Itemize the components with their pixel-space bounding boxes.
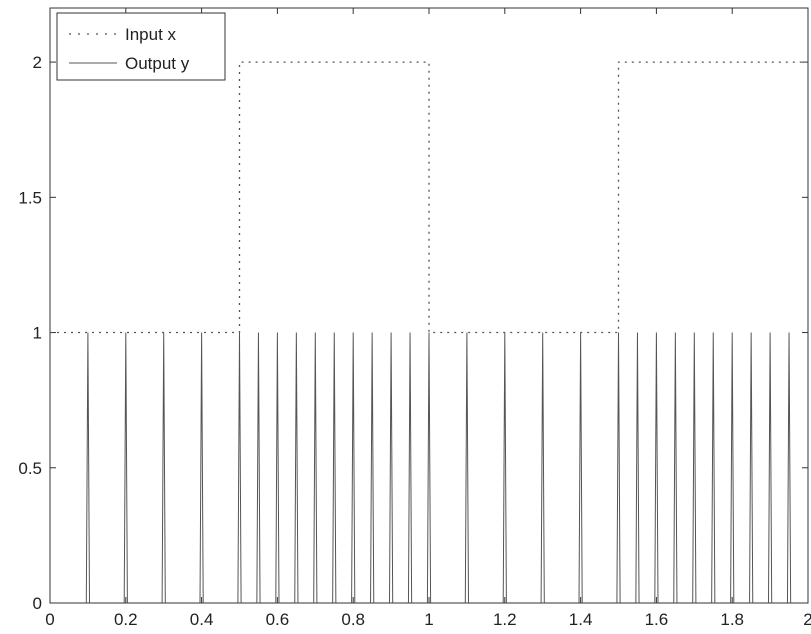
output-y-spike <box>616 332 621 604</box>
x-tick-label: 1.8 <box>720 610 744 629</box>
output-y-spike <box>237 332 242 604</box>
y-tick-label: 0 <box>33 594 42 613</box>
output-y-spike <box>502 332 507 604</box>
y-tick-label: 1.5 <box>18 188 42 207</box>
x-tick-label: 1.2 <box>493 610 517 629</box>
axis-tick-labels: 0 0.2 0.4 0.6 0.8 1 1.2 1.4 1.6 1.8 2 0 0.5 1 1.5 2 <box>18 53 811 629</box>
legend-label-input: Input x <box>125 25 177 44</box>
output-y-spike <box>332 332 337 604</box>
x-tick-label: 0.4 <box>190 610 214 629</box>
y-tick-label: 2 <box>33 53 42 72</box>
legend-label-output: Output y <box>125 54 190 73</box>
output-y-spike <box>786 332 792 604</box>
output-y-spike <box>540 332 545 604</box>
output-y-spike <box>578 332 583 604</box>
output-y-spike <box>161 332 166 604</box>
plot-border <box>49 7 809 604</box>
output-y-spike <box>426 332 432 604</box>
legend: Input x Output y <box>56 12 226 81</box>
output-y-spike <box>313 332 318 604</box>
output-y-spike <box>389 332 394 604</box>
x-tick-label: 1.4 <box>569 610 593 629</box>
axis-ticks <box>49 8 809 604</box>
plot-frame <box>49 7 809 604</box>
output-y-spike <box>711 332 716 604</box>
output-y-spike <box>673 332 678 604</box>
output-y-spike <box>407 332 413 604</box>
output-y-spike <box>275 332 280 604</box>
output-y-spike <box>294 332 299 604</box>
series-layer <box>50 61 808 604</box>
output-y-spike <box>370 332 375 604</box>
x-tick-label: 0.2 <box>114 610 138 629</box>
output-y-spike <box>730 332 735 604</box>
output-y-spike <box>464 332 469 604</box>
y-tick-label: 0.5 <box>18 459 42 478</box>
x-tick-label: 0 <box>45 610 54 629</box>
output-y-spike <box>692 332 697 604</box>
output-y-spike <box>199 332 204 604</box>
y-tick-label: 1 <box>33 324 42 343</box>
input-x-line <box>50 61 808 334</box>
x-tick-label: 1 <box>424 610 433 629</box>
output-y-spike <box>635 332 640 604</box>
legend-box <box>56 12 226 81</box>
x-tick-label: 2 <box>803 610 811 629</box>
output-y-spike <box>768 332 773 604</box>
output-y-spike <box>749 332 754 604</box>
output-y-spike <box>351 332 356 604</box>
output-y-spike <box>256 332 261 604</box>
x-tick-label: 1.6 <box>645 610 669 629</box>
output-y-spike <box>654 332 659 604</box>
x-tick-label: 0.6 <box>266 610 290 629</box>
x-tick-label: 0.8 <box>341 610 365 629</box>
output-y-spike <box>85 332 90 604</box>
output-y-spike <box>123 332 128 604</box>
